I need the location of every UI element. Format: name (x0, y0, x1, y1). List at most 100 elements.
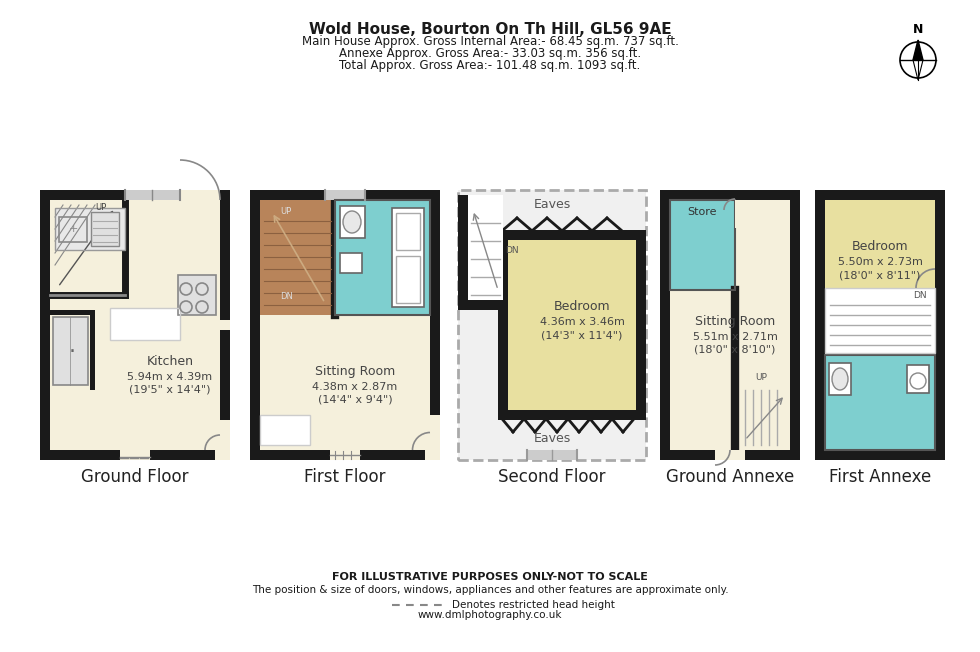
Bar (392, 208, 424, 307)
Text: Ground Floor: Ground Floor (81, 468, 189, 486)
Text: Eaves: Eaves (533, 198, 570, 211)
Bar (91, 212, 119, 246)
Bar (815, 190, 945, 460)
Text: UP: UP (755, 373, 767, 382)
Text: Total Approx. Gross Area:- 101.48 sq.m. 1093 sq.ft.: Total Approx. Gross Area:- 101.48 sq.m. … (339, 59, 641, 72)
Bar (825, 200, 935, 450)
Bar (40, 190, 230, 460)
Bar (53, 317, 88, 385)
Bar (59, 217, 87, 242)
Text: (18'0" x 8'11"): (18'0" x 8'11") (839, 270, 920, 280)
Text: Ground Annexe: Ground Annexe (665, 468, 794, 486)
Bar (260, 200, 335, 315)
Text: DN: DN (505, 246, 518, 255)
Bar (829, 363, 851, 395)
Bar (110, 308, 180, 340)
Bar (425, 415, 440, 460)
Bar (340, 253, 362, 273)
Text: Annexe Approx. Gross Area:- 33.03 sq.m. 356 sq.ft.: Annexe Approx. Gross Area:- 33.03 sq.m. … (339, 47, 641, 60)
Bar (260, 415, 310, 445)
Bar (396, 213, 420, 250)
Bar (396, 256, 420, 303)
Ellipse shape (832, 368, 848, 390)
Text: DN: DN (913, 291, 927, 300)
Bar (735, 200, 745, 228)
Text: Bedroom: Bedroom (852, 240, 908, 253)
Bar (340, 253, 362, 273)
Text: 5.94m x 4.39m: 5.94m x 4.39m (127, 372, 213, 382)
Bar (829, 363, 851, 395)
Text: 5.51m x 2.71m: 5.51m x 2.71m (693, 332, 777, 342)
Bar (91, 212, 119, 246)
Bar (50, 315, 90, 390)
Bar (125, 190, 180, 200)
Bar (825, 355, 935, 450)
Bar (825, 288, 935, 353)
Bar (215, 420, 230, 460)
Bar (53, 317, 88, 385)
Bar (340, 206, 365, 238)
Text: UP: UP (95, 203, 106, 212)
Text: FOR ILLUSTRATIVE PURPOSES ONLY-NOT TO SCALE: FOR ILLUSTRATIVE PURPOSES ONLY-NOT TO SC… (332, 572, 648, 582)
Bar (660, 190, 800, 460)
Text: Sitting Room: Sitting Room (315, 365, 395, 378)
Bar (527, 450, 577, 460)
Bar (180, 190, 220, 200)
Bar (260, 200, 430, 450)
Text: DN: DN (280, 292, 293, 301)
Text: Bedroom: Bedroom (554, 300, 611, 313)
Bar (110, 308, 180, 340)
Bar (40, 310, 95, 390)
Bar (498, 230, 646, 420)
Text: Store: Store (687, 207, 716, 217)
Polygon shape (913, 60, 923, 80)
Text: Eaves: Eaves (533, 432, 570, 445)
Bar (330, 450, 360, 460)
Text: 4.36m x 3.46m: 4.36m x 3.46m (540, 317, 624, 327)
Bar (340, 206, 365, 238)
Text: 5.50m x 2.73m: 5.50m x 2.73m (838, 257, 922, 267)
Text: 4.38m x 2.87m: 4.38m x 2.87m (313, 382, 398, 392)
Bar (508, 240, 636, 410)
Bar (715, 450, 745, 460)
Bar (250, 190, 440, 460)
Text: First Floor: First Floor (304, 468, 386, 486)
Bar (458, 190, 646, 460)
Bar (825, 288, 935, 353)
Bar (55, 208, 125, 250)
Bar (458, 195, 503, 310)
Bar (178, 275, 216, 315)
Text: Main House Approx. Gross Internal Area:- 68.45 sq.m. 737 sq.ft.: Main House Approx. Gross Internal Area:-… (302, 35, 678, 48)
Text: (18'0" x 8'10"): (18'0" x 8'10") (694, 345, 776, 355)
Bar (178, 275, 216, 315)
Bar (670, 200, 735, 290)
Bar (55, 208, 125, 250)
Text: Wold House, Bourton On Th Hill, GL56 9AE: Wold House, Bourton On Th Hill, GL56 9AE (309, 22, 671, 37)
Bar (50, 200, 220, 450)
Text: www.dmlphotography.co.uk: www.dmlphotography.co.uk (417, 610, 563, 620)
Bar (325, 190, 365, 200)
Text: Denotes restricted head height: Denotes restricted head height (452, 600, 614, 610)
Text: Second Floor: Second Floor (498, 468, 606, 486)
Text: N: N (912, 23, 923, 36)
Text: (14'3" x 11'4"): (14'3" x 11'4") (541, 330, 622, 340)
Bar (458, 190, 646, 460)
Polygon shape (913, 40, 923, 60)
Bar (120, 450, 150, 460)
Bar (825, 355, 935, 450)
Text: The position & size of doors, windows, appliances and other features are approxi: The position & size of doors, windows, a… (252, 585, 728, 595)
Bar (260, 415, 310, 445)
Text: Kitchen: Kitchen (146, 355, 193, 368)
Text: UP: UP (280, 207, 291, 216)
Bar (670, 200, 790, 450)
Bar (907, 365, 929, 393)
Text: ·: · (69, 342, 75, 362)
Text: (14'4" x 9'4"): (14'4" x 9'4") (318, 395, 392, 405)
Text: First Annexe: First Annexe (829, 468, 931, 486)
Bar (335, 200, 430, 315)
Bar (392, 208, 424, 307)
Bar (335, 200, 430, 315)
Bar (220, 320, 230, 330)
Bar (670, 200, 735, 290)
Text: (19'5" x 14'4"): (19'5" x 14'4") (129, 385, 211, 395)
